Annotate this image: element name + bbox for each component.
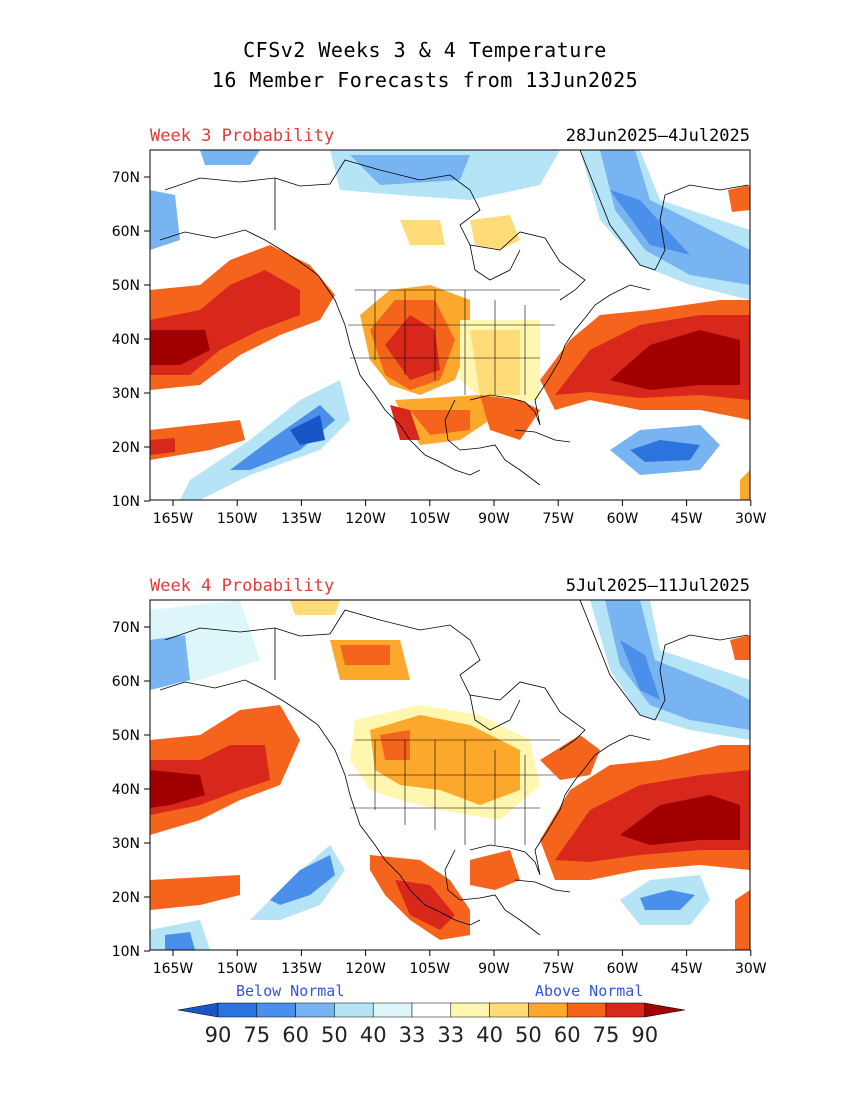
lon-tick-label: 60W	[607, 961, 639, 977]
lat-tick-label: 70N	[112, 620, 140, 636]
lat-tick-label: 40N	[112, 332, 140, 348]
colorbar-swatch	[489, 1002, 529, 1018]
colorbar-swatch	[605, 1002, 646, 1018]
lon-tick-label: 90W	[478, 511, 510, 527]
lon-tick-label: 135W	[281, 511, 322, 527]
colorbar-value: 40	[360, 1023, 387, 1047]
week3-label: Week 3 Probability	[150, 126, 335, 146]
lon-tick-label: 90W	[478, 961, 510, 977]
lat-tick-label: 40N	[112, 782, 140, 798]
colorbar: 90 75 60 50 40 33 33 40 50 60 75 90	[177, 1002, 685, 1047]
lat-tick-label: 20N	[112, 890, 140, 906]
lat-tick-label: 60N	[112, 674, 140, 690]
week3-axes: 70N 60N 50N 40N 30N 20N 10N 165W 150W 135W 120W 105…	[112, 170, 767, 527]
colorbar-value: 60	[554, 1023, 581, 1047]
week3-dates: 28Jun2025–4Jul2025	[565, 126, 750, 146]
lon-tick-label: 120W	[345, 511, 386, 527]
lat-tick-label: 20N	[112, 440, 140, 456]
colorbar-value: 90	[631, 1023, 658, 1047]
lon-tick-label: 165W	[153, 961, 194, 977]
colorbar-value: 75	[593, 1023, 620, 1047]
lon-tick-label: 150W	[217, 961, 258, 977]
colorbar-swatch	[528, 1002, 568, 1018]
lat-tick-label: 70N	[112, 170, 140, 186]
lon-tick-label: 165W	[153, 511, 194, 527]
colorbar-value: 40	[476, 1023, 503, 1047]
colorbar-swatch	[411, 1002, 452, 1018]
colorbar-swatch	[566, 1002, 607, 1018]
colorbar-swatch	[217, 1002, 258, 1018]
lat-tick-label: 30N	[112, 836, 140, 852]
colorbar-value: 50	[321, 1023, 348, 1047]
lon-tick-label: 45W	[671, 961, 703, 977]
colorbar-value: 90	[205, 1023, 232, 1047]
week4-axes: 70N 60N 50N 40N 30N 20N 10N 165W 150W 135W 120W 105…	[112, 620, 767, 977]
lat-tick-label: 50N	[112, 278, 140, 294]
lon-tick-label: 105W	[410, 961, 451, 977]
lat-tick-label: 60N	[112, 224, 140, 240]
lat-tick-label: 10N	[112, 944, 140, 960]
week3-map	[149, 149, 751, 501]
title-line-2: 16 Member Forecasts from 13Jun2025	[211, 68, 639, 92]
lon-tick-label: 135W	[281, 961, 322, 977]
lon-tick-label: 30W	[735, 511, 767, 527]
colorbar-value: 33	[399, 1023, 426, 1047]
colorbar-swatch	[450, 1002, 490, 1018]
lat-tick-label: 10N	[112, 494, 140, 510]
below-normal-label: Below Normal	[236, 982, 345, 1000]
colorbar-swatch	[372, 1002, 413, 1018]
week4-label: Week 4 Probability	[150, 576, 335, 596]
lat-tick-label: 30N	[112, 386, 140, 402]
colorbar-value: 33	[437, 1023, 464, 1047]
colorbar-value: 50	[515, 1023, 542, 1047]
colorbar-swatch	[295, 1002, 335, 1018]
week4-map	[149, 599, 751, 951]
lon-tick-label: 120W	[345, 961, 386, 977]
title-line-1: CFSv2 Weeks 3 & 4 Temperature	[243, 38, 607, 62]
lon-tick-label: 75W	[542, 961, 574, 977]
colorbar-value: 75	[243, 1023, 270, 1047]
lat-tick-label: 50N	[112, 728, 140, 744]
colorbar-swatch	[334, 1002, 374, 1018]
lon-tick-label: 75W	[542, 511, 574, 527]
colorbar-arrow-right	[644, 1002, 685, 1018]
lon-tick-label: 60W	[607, 511, 639, 527]
lon-tick-label: 45W	[671, 511, 703, 527]
lon-tick-label: 30W	[735, 961, 767, 977]
colorbar-swatch	[256, 1002, 296, 1018]
week4-dates: 5Jul2025–11Jul2025	[565, 576, 750, 596]
lon-tick-label: 105W	[410, 511, 451, 527]
colorbar-arrow-left	[177, 1002, 219, 1018]
colorbar-value: 60	[282, 1023, 309, 1047]
lon-tick-label: 150W	[217, 511, 258, 527]
above-normal-label: Above Normal	[535, 982, 644, 1000]
